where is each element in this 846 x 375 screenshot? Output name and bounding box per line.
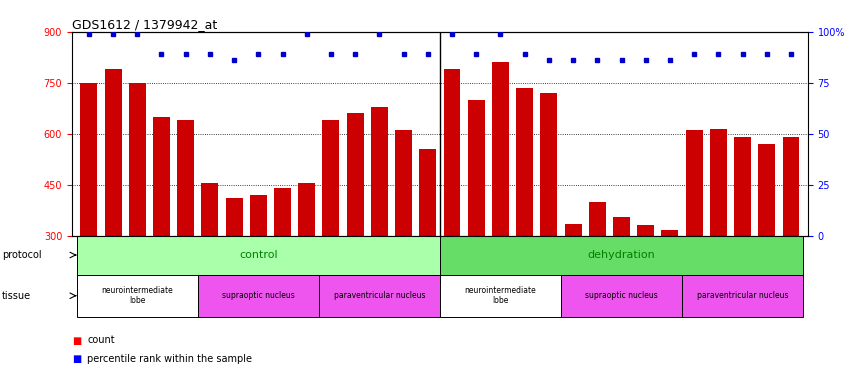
Text: percentile rank within the sample: percentile rank within the sample	[87, 354, 252, 364]
Bar	[468, 100, 485, 236]
Text: control: control	[239, 250, 277, 260]
Bar	[129, 83, 146, 236]
Bar	[420, 149, 437, 236]
Text: paraventricular nucleus: paraventricular nucleus	[333, 291, 426, 300]
Bar	[299, 183, 316, 236]
Text: GDS1612 / 1379942_at: GDS1612 / 1379942_at	[72, 18, 217, 31]
Bar	[492, 62, 509, 236]
Bar	[77, 274, 198, 317]
Bar	[80, 83, 97, 236]
Bar	[734, 137, 751, 236]
Bar	[758, 144, 775, 236]
Bar	[198, 274, 319, 317]
Bar	[201, 183, 218, 236]
Bar	[274, 188, 291, 236]
Text: ■: ■	[72, 354, 81, 364]
Text: dehydration: dehydration	[588, 250, 656, 260]
Bar	[516, 88, 533, 236]
Bar	[371, 106, 387, 236]
Text: supraoptic nucleus: supraoptic nucleus	[222, 291, 294, 300]
Bar	[561, 274, 682, 317]
Bar	[319, 274, 440, 317]
Bar	[637, 225, 654, 236]
Bar	[226, 198, 243, 236]
Bar	[685, 130, 703, 236]
Bar	[177, 120, 195, 236]
Bar	[541, 93, 558, 236]
Text: ■: ■	[72, 336, 81, 346]
Bar	[613, 217, 630, 236]
Bar	[662, 230, 678, 236]
Text: count: count	[87, 335, 115, 345]
Text: neurointermediate
lobe: neurointermediate lobe	[102, 286, 173, 306]
Bar	[153, 117, 170, 236]
Bar	[440, 274, 561, 317]
Bar	[682, 274, 803, 317]
Text: protocol: protocol	[2, 250, 41, 260]
Bar	[564, 224, 581, 236]
Bar	[440, 236, 803, 274]
Bar	[710, 129, 727, 236]
Bar	[589, 202, 606, 236]
Bar	[395, 130, 412, 236]
Text: paraventricular nucleus: paraventricular nucleus	[697, 291, 788, 300]
Bar	[347, 113, 364, 236]
Bar	[443, 69, 460, 236]
Text: neurointermediate
lobe: neurointermediate lobe	[464, 286, 536, 306]
Bar	[783, 137, 799, 236]
Bar	[105, 69, 122, 236]
Text: supraoptic nucleus: supraoptic nucleus	[585, 291, 658, 300]
Bar	[250, 195, 266, 236]
Bar	[322, 120, 339, 236]
Text: tissue: tissue	[2, 291, 30, 301]
Bar	[77, 236, 440, 274]
